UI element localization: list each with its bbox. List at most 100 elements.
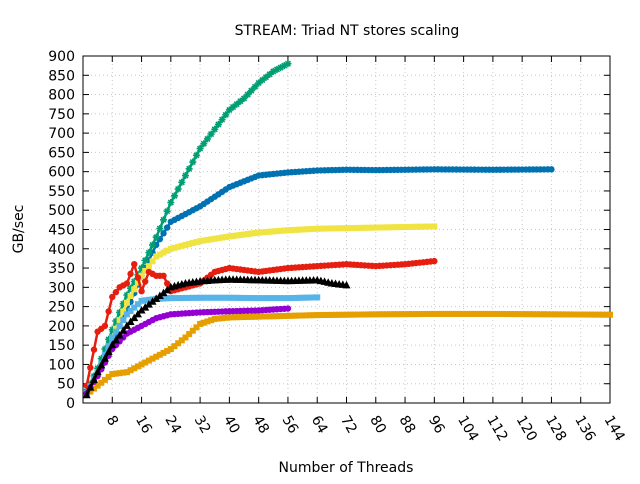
data-point: [82, 390, 91, 399]
data-point: [108, 326, 116, 334]
data-point: [90, 346, 98, 353]
data-point: [134, 279, 141, 286]
data-point: [204, 294, 211, 301]
data-point: [130, 313, 139, 322]
data-point: [310, 312, 317, 319]
data-point: [225, 106, 233, 114]
data-point: [321, 311, 328, 318]
data-point: [215, 294, 222, 301]
data-point: [185, 165, 193, 173]
data-point: [303, 294, 310, 301]
data-point: [270, 228, 277, 235]
data-point: [237, 314, 244, 321]
data-point: [431, 223, 438, 230]
data-point: [342, 280, 351, 289]
data-point: [101, 376, 108, 383]
y-tick-label: 800: [48, 88, 75, 104]
data-point: [544, 311, 551, 318]
series-3: [83, 60, 292, 395]
data-point: [233, 100, 241, 108]
data-point: [144, 300, 153, 308]
data-point: [456, 310, 463, 317]
data-point: [343, 311, 350, 318]
data-point: [123, 280, 131, 287]
data-point: [108, 340, 117, 349]
data-point: [255, 79, 263, 87]
data-point: [233, 232, 240, 239]
data-point: [409, 223, 416, 230]
data-point: [266, 228, 273, 235]
data-point: [207, 130, 215, 138]
data-point: [607, 311, 613, 318]
data-point: [372, 224, 379, 231]
data-point: [383, 224, 390, 231]
data-point: [189, 158, 197, 166]
data-point: [361, 224, 368, 231]
data-point: [552, 311, 559, 318]
data-point: [171, 343, 178, 350]
data-point: [123, 369, 130, 376]
data-point: [112, 288, 120, 296]
data-point: [336, 225, 343, 232]
data-point: [471, 310, 478, 317]
data-point: [182, 334, 189, 341]
data-point: [131, 286, 138, 293]
data-point: [120, 308, 127, 315]
data-point: [252, 295, 259, 302]
data-point: [87, 388, 94, 395]
data-point: [402, 223, 409, 230]
y-tick-label: 150: [48, 338, 75, 354]
data-point: [226, 314, 233, 321]
data-point: [372, 311, 379, 318]
data-point: [599, 311, 606, 318]
y-tick-label: 300: [48, 280, 75, 296]
data-point: [109, 371, 116, 378]
data-point: [138, 297, 145, 304]
data-point: [167, 295, 174, 302]
data-point: [163, 224, 171, 231]
data-point: [193, 239, 200, 246]
data-point: [248, 295, 255, 302]
data-point: [295, 294, 302, 301]
data-point: [97, 360, 106, 369]
data-point: [347, 311, 354, 318]
data-point: [230, 314, 237, 321]
data-point: [211, 235, 218, 242]
data-point: [86, 383, 95, 391]
data-point: [358, 224, 365, 231]
data-point: [262, 313, 269, 320]
data-point: [402, 311, 409, 318]
data-point: [204, 318, 211, 325]
data-point: [427, 310, 434, 317]
data-point: [120, 369, 127, 376]
data-point: [277, 227, 284, 234]
data-point: [292, 312, 299, 319]
data-point: [391, 224, 398, 231]
data-point: [153, 353, 160, 360]
data-point: [325, 225, 332, 232]
y-tick-label: 550: [48, 184, 75, 200]
data-point: [592, 311, 599, 318]
data-point: [252, 313, 259, 320]
data-point: [574, 311, 581, 318]
data-point: [240, 94, 248, 102]
y-tick-label: 0: [66, 396, 75, 412]
data-point: [339, 311, 346, 318]
data-point: [273, 313, 280, 320]
data-point: [358, 311, 365, 318]
data-point: [314, 225, 321, 232]
data-point: [160, 272, 167, 279]
data-point: [222, 234, 229, 241]
data-point: [317, 312, 324, 319]
data-point: [416, 311, 423, 318]
data-point: [511, 311, 518, 318]
data-point: [222, 294, 229, 301]
data-point: [229, 103, 237, 111]
data-point: [218, 116, 226, 124]
data-point: [130, 278, 138, 286]
y-tick-label: 50: [57, 377, 75, 393]
data-point: [431, 310, 438, 317]
data-point: [97, 355, 105, 363]
data-point: [365, 311, 372, 318]
data-point: [478, 310, 485, 317]
